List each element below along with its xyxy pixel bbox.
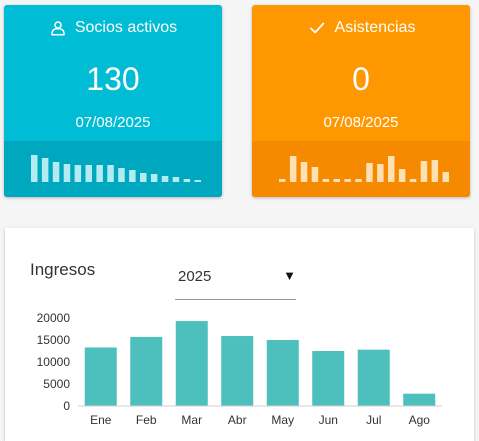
x-tick-label: Ene — [90, 413, 112, 427]
asistencias-sparkline-bar — [311, 167, 319, 182]
socios-activos-date: 07/08/2025 — [75, 114, 151, 131]
asistencias-value: 0 — [352, 61, 370, 97]
socios-sparkline-bar — [161, 176, 169, 182]
socios-sparkline-bar — [31, 155, 38, 182]
socios-sparkline-bar — [41, 158, 49, 182]
bar-may[interactable] — [266, 340, 299, 406]
asistencias-sparkline-bar — [398, 169, 406, 182]
asistencias-sparkline-bar — [431, 160, 439, 182]
asistencias-sparkline — [252, 141, 470, 197]
asistencias-sparkline-bar — [388, 156, 395, 182]
caret-down-icon: ▼ — [283, 268, 296, 283]
socios-sparkline-bar — [194, 180, 201, 182]
asistencias-sparkline-bar — [355, 179, 362, 182]
asistencias-sparkline-bar — [333, 179, 340, 182]
bar-ene[interactable] — [84, 347, 117, 406]
bar-ago[interactable] — [403, 393, 436, 406]
y-tick-label: 20000 — [37, 311, 71, 325]
socios-activos-card: Socios activos 130 07/08/2025 — [4, 5, 222, 197]
socios-activos-title: Socios activos — [74, 19, 178, 36]
socios-sparkline-bar — [118, 168, 125, 182]
bar-mar[interactable] — [175, 321, 208, 406]
socios-sparkline-bar — [140, 173, 147, 182]
socios-activos-value: 130 — [86, 61, 140, 97]
bar-jul[interactable] — [357, 349, 390, 406]
y-tick-label: 15000 — [37, 333, 71, 347]
ingresos-bar-chart: 0 5000 10000 15000 20000 Ene Feb Mar Abr May Jun Ju… — [37, 311, 442, 427]
asistencias-sparkline-bar — [366, 163, 373, 182]
bar-jun[interactable] — [312, 351, 345, 406]
asistencias-sparkline-bar — [344, 179, 351, 182]
x-tick-label: Feb — [136, 413, 157, 427]
socios-sparkline-bar — [85, 165, 92, 182]
socios-activos-header: Socios activos — [4, 16, 222, 40]
socios-sparkline-bar — [150, 174, 158, 182]
bar-feb[interactable] — [130, 336, 163, 406]
asistencias-sparkline-bar — [279, 179, 286, 182]
x-tick-label: Mar — [181, 413, 202, 427]
x-tick-label: Jul — [366, 413, 381, 427]
person-icon — [49, 19, 67, 37]
asistencias-sparkline-bar — [300, 162, 308, 182]
socios-sparkline-bar — [52, 162, 60, 182]
socios-sparkline-bar — [96, 165, 103, 182]
asistencias-sparkline-bar — [409, 179, 417, 182]
socios-sparkline-bar — [74, 165, 82, 182]
socios-activos-sparkline — [4, 141, 222, 197]
check-icon — [307, 19, 327, 37]
x-tick-label: Jun — [319, 413, 338, 427]
asistencias-card: Asistencias 0 07/08/2025 — [252, 5, 470, 197]
socios-sparkline-bar — [183, 179, 191, 182]
socios-sparkline-bar — [129, 170, 136, 182]
y-tick-label: 0 — [63, 399, 70, 413]
asistencias-sparkline-bar — [322, 179, 330, 182]
asistencias-header: Asistencias — [252, 16, 470, 40]
asistencias-title: Asistencias — [334, 19, 416, 36]
socios-sparkline-bar — [63, 164, 71, 182]
year-select-value: 2025 — [178, 268, 212, 285]
asistencias-sparkline-bar — [377, 164, 384, 182]
x-tick-label: May — [271, 413, 294, 427]
year-select[interactable]: 2025 ▼ — [175, 264, 296, 300]
asistencias-sparkline-bar — [442, 172, 449, 182]
asistencias-sparkline-bar — [289, 156, 297, 182]
x-tick-label: Abr — [228, 413, 247, 427]
asistencias-date: 07/08/2025 — [323, 114, 399, 131]
y-tick-label: 5000 — [43, 377, 70, 391]
socios-sparkline-bar — [107, 165, 114, 182]
socios-sparkline-bar — [172, 177, 180, 182]
asistencias-sparkline-bar — [420, 161, 428, 182]
y-tick-label: 10000 — [37, 355, 71, 369]
x-tick-label: Ago — [409, 413, 431, 427]
ingresos-panel: Ingresos 2025 ▼ 0 5000 10000 15000 20000 Ene F… — [5, 228, 474, 441]
bar-abr[interactable] — [221, 336, 254, 406]
ingresos-title: Ingresos — [30, 260, 96, 279]
